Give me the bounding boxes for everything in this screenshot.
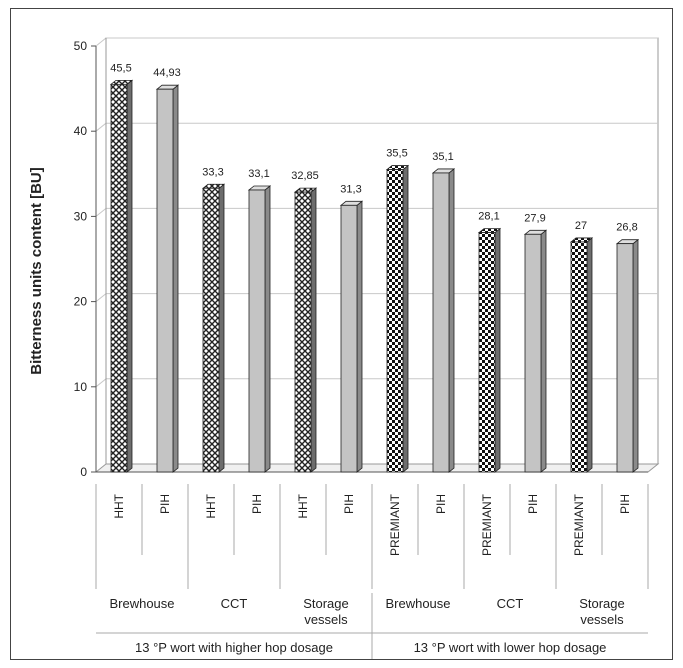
bar — [477, 227, 502, 473]
bar-side — [632, 238, 639, 473]
bar — [155, 84, 180, 473]
stage-label: Storage — [579, 596, 625, 611]
bar-value-label: 27,9 — [524, 212, 545, 224]
y-tick-label: 50 — [74, 39, 88, 53]
bar-value-label: 44,93 — [153, 67, 181, 79]
gridline-diagonal — [95, 122, 107, 132]
gridline-diagonal — [95, 208, 107, 217]
stage-label: Storage — [303, 596, 349, 611]
group-label: 13 °P wort with lower hop dosage — [414, 640, 607, 655]
x-tick-label: PREMIANT — [480, 493, 494, 556]
bar-value-label: 26,8 — [616, 222, 637, 234]
bar-front — [156, 88, 174, 473]
gridline-diagonal — [95, 378, 107, 388]
bar-value-label: 32,85 — [291, 170, 319, 182]
bar-chart: 0 10 20 30 40 50 45,5 44,93 33,3 33,1 32,85 31,3 35… — [28, 37, 660, 659]
x-tick-label: PIH — [250, 494, 264, 514]
bar — [569, 237, 594, 473]
x-tick-label: PREMIANT — [572, 493, 586, 556]
bar-side — [126, 79, 133, 473]
x-tick-label: PIH — [342, 494, 356, 514]
group-label: 13 °P wort with higher hop dosage — [135, 640, 333, 655]
y-tick-label: 0 — [80, 465, 87, 479]
x-tick-label: HHT — [112, 493, 126, 518]
bar-front — [616, 243, 634, 473]
bar-front — [248, 189, 266, 473]
x-tick-label: PIH — [158, 494, 172, 514]
bar-side — [494, 227, 501, 473]
stage-label: CCT — [497, 596, 524, 611]
bar — [247, 185, 272, 473]
x-tick-label: PIH — [434, 494, 448, 514]
x-tick-label: PIH — [618, 494, 632, 514]
stage-label: vessels — [304, 612, 348, 627]
bar-value-label: 45,5 — [110, 62, 131, 74]
bar-front — [432, 172, 450, 473]
bar-front — [524, 233, 542, 473]
bar — [385, 164, 410, 473]
y-tick-label: 20 — [74, 295, 88, 309]
bar — [293, 187, 318, 473]
bar-front — [294, 191, 312, 473]
stage-label: Brewhouse — [385, 596, 450, 611]
y-tick-label: 30 — [74, 209, 88, 223]
y-tick-label: 40 — [74, 124, 88, 138]
gridline-diagonal — [95, 37, 107, 47]
y-axis-label: Bitterness units content [BU] — [28, 167, 45, 375]
bar-front — [202, 187, 220, 473]
bar-front — [340, 204, 358, 473]
bar-value-label: 33,1 — [248, 168, 269, 180]
bar-value-label: 35,5 — [386, 148, 407, 160]
bar — [431, 168, 456, 473]
bar-side — [310, 187, 317, 473]
x-tick-label: PREMIANT — [388, 493, 402, 556]
bar-side — [402, 164, 409, 473]
bar-front — [478, 232, 496, 473]
bar — [109, 79, 134, 473]
bar-side — [172, 84, 179, 473]
bar-value-label: 35,1 — [432, 151, 453, 163]
bar-front — [386, 169, 404, 473]
bar-side — [264, 185, 271, 473]
x-tick-label: HHT — [296, 493, 310, 518]
bar-front — [570, 241, 588, 473]
bar-side — [218, 183, 225, 473]
bar — [523, 229, 548, 473]
bar-value-label: 28,1 — [478, 211, 499, 223]
bar-front — [110, 83, 128, 473]
bar — [339, 200, 364, 473]
gridline-diagonal — [95, 293, 107, 302]
stage-label: CCT — [221, 596, 248, 611]
stage-label: Brewhouse — [109, 596, 174, 611]
bar-side — [448, 168, 455, 473]
bar-value-label: 33,3 — [202, 166, 223, 178]
bar-side — [586, 237, 593, 473]
bar-side — [356, 200, 363, 473]
bar — [201, 183, 226, 473]
bar-side — [540, 229, 547, 473]
bar-value-label: 31,3 — [340, 183, 361, 195]
figure-frame: 0 10 20 30 40 50 45,5 44,93 33,3 33,1 32,85 31,3 35… — [10, 8, 673, 660]
x-tick-label: PIH — [526, 494, 540, 514]
stage-label: vessels — [580, 612, 624, 627]
bar — [615, 238, 640, 473]
y-tick-label: 10 — [74, 380, 88, 394]
x-tick-label: HHT — [204, 493, 218, 518]
bar-value-label: 27 — [575, 220, 587, 232]
